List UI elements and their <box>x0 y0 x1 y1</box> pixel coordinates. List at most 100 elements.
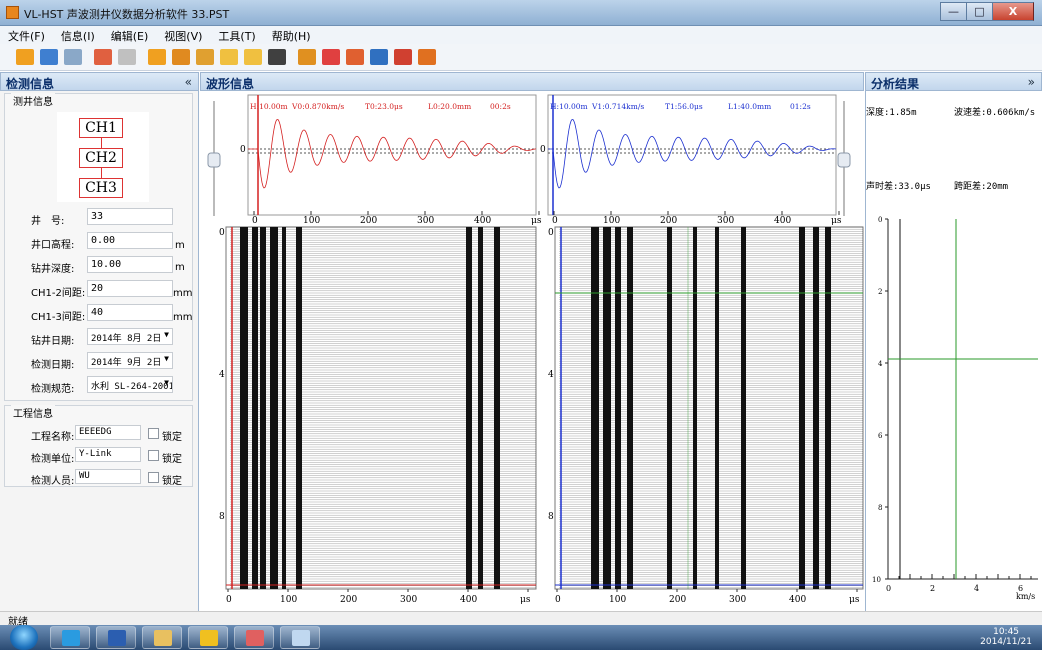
qq-icon <box>200 630 218 646</box>
result-x-label: 4 <box>974 584 979 593</box>
result-x-label: 0 <box>886 584 891 593</box>
ch2-section-tick-label: 300 <box>729 595 746 605</box>
word-export-button[interactable] <box>368 47 390 67</box>
ch12-spacing-input[interactable]: 20 <box>87 280 173 297</box>
well-number-label: 井 号: <box>31 216 65 227</box>
well-number-input[interactable]: 33 <box>87 208 173 225</box>
close-button[interactable]: X <box>992 2 1034 21</box>
pdf-export-button[interactable] <box>392 47 414 67</box>
right-gain-slider[interactable] <box>837 152 851 168</box>
ch2-wave-tick-label: 400 <box>774 216 791 226</box>
peak-button[interactable] <box>218 47 240 67</box>
ch2-wave-frame <box>547 94 837 216</box>
vlhst-taskbar-button[interactable] <box>234 626 274 649</box>
project-name-lock-label: 锁定 <box>162 432 182 443</box>
menu-tools[interactable]: 工具(T) <box>218 30 256 43</box>
paint-taskbar-button[interactable] <box>280 626 320 649</box>
print-preview-icon <box>346 49 364 65</box>
ch2-wave-zero-label: 0 <box>540 145 546 155</box>
menu-help[interactable]: 帮助(H) <box>271 30 311 43</box>
left-panel-header: 检测信息 « <box>0 72 199 91</box>
ch1-wave-zero-label: 0 <box>240 145 246 155</box>
waveform-view[interactable]: 0H:10.00m V0:0.870km/s T0:23.0μs L0:20.0mm 0… <box>200 91 864 611</box>
wellhead-elevation-input[interactable]: 0.00 <box>87 232 173 249</box>
ie-icon <box>62 630 80 646</box>
ch13-spacing-label: CH1-3间距: <box>31 312 86 323</box>
ch2-wave-tick-label: μs <box>831 216 842 226</box>
test-standard-value: 水利 SL-264-2001 <box>91 382 173 392</box>
elevation-unit: m <box>175 240 185 251</box>
ch-connector <box>101 138 102 148</box>
result-depth-label: 8 <box>878 504 882 512</box>
wave-tool2-button[interactable] <box>194 47 216 67</box>
result-x-label: 2 <box>930 584 935 593</box>
vlhst-icon <box>246 630 264 646</box>
save-button[interactable] <box>38 47 60 67</box>
ch2-section-depth-label: 4 <box>548 370 554 380</box>
left-gain-slider[interactable] <box>207 152 221 168</box>
help-button[interactable] <box>416 47 438 67</box>
test-standard-select[interactable]: 水利 SL-264-2001 ▼ <box>87 376 173 393</box>
print-preview-button[interactable] <box>344 47 366 67</box>
detection-info-panel: 测井信息 CH1 CH2 CH3 井 号: 33 井口高程: 0.00 m 钻井… <box>0 91 199 611</box>
ch1-wave-param: 00:2s <box>490 102 511 111</box>
ch1-wave-param: H:10.00m <box>250 102 288 111</box>
expand-right-button[interactable]: » <box>1027 75 1035 89</box>
ie-taskbar-button[interactable] <box>50 626 90 649</box>
export-button[interactable] <box>242 47 264 67</box>
menu-view[interactable]: 视图(V) <box>164 30 203 43</box>
explorer-icon <box>154 630 172 646</box>
ch2-section-dark-band <box>799 227 805 589</box>
ch2-section-dark-band <box>825 227 831 589</box>
print-icon <box>322 49 340 65</box>
ch2-wave-param: T1:56.0μs <box>665 102 703 111</box>
test-unit-lock-label: 锁定 <box>162 454 182 465</box>
test-unit-lock-checkbox[interactable] <box>148 450 159 461</box>
chevron-down-icon: ▼ <box>164 354 169 363</box>
settings-button[interactable] <box>296 47 318 67</box>
toolbar <box>0 44 1042 71</box>
drilling-depth-input[interactable]: 10.00 <box>87 256 173 273</box>
qq-taskbar-button[interactable] <box>188 626 228 649</box>
project-name-input[interactable]: EEEEDG <box>75 425 141 440</box>
start-button[interactable] <box>10 625 38 650</box>
word-taskbar-button[interactable] <box>96 626 136 649</box>
minimize-button[interactable]: — <box>940 2 966 21</box>
save-as-button[interactable] <box>62 47 84 67</box>
ch1-section-dark-band <box>240 227 248 589</box>
clock-date: 2014/11/21 <box>980 637 1032 647</box>
collapse-left-button[interactable]: « <box>184 75 192 89</box>
title-bar: VL-HST 声波测井仪数据分析软件 33.PST — □ X <box>0 0 1042 26</box>
ch2-section-depth-label: 8 <box>548 512 554 522</box>
menu-file[interactable]: 文件(F) <box>8 30 45 43</box>
test-date-picker[interactable]: 2014年 9月 2日 ▼ <box>87 352 173 369</box>
auto-button[interactable] <box>266 47 288 67</box>
print-button[interactable] <box>320 47 342 67</box>
tester-lock-checkbox[interactable] <box>148 472 159 483</box>
depth-unit: m <box>175 262 185 273</box>
test-unit-input[interactable]: Y-Link <box>75 447 141 462</box>
clock[interactable]: 10:45 2014/11/21 <box>980 627 1032 647</box>
menu-edit[interactable]: 编辑(E) <box>110 30 149 43</box>
redo-button[interactable] <box>116 47 138 67</box>
ch2-wave-tick-label: 0 <box>552 216 558 226</box>
well-info-title: 测井信息 <box>11 93 55 108</box>
menu-info[interactable]: 信息(I) <box>60 30 95 43</box>
drilling-date-picker[interactable]: 2014年 8月 2日 ▼ <box>87 328 173 345</box>
ch12-spacing-label: CH1-2间距: <box>31 288 86 299</box>
ch2-section-tick-label: 0 <box>555 595 561 605</box>
open-folder-button[interactable] <box>14 47 36 67</box>
well-info-group: 测井信息 CH1 CH2 CH3 井 号: 33 井口高程: 0.00 m 钻井… <box>4 93 193 401</box>
undo-button[interactable] <box>92 47 114 67</box>
maximize-button[interactable]: □ <box>966 2 992 21</box>
project-name-lock-checkbox[interactable] <box>148 428 159 439</box>
wave-tool-button[interactable] <box>170 47 192 67</box>
test-standard-label: 检测规范: <box>31 384 75 395</box>
result-time-diff: 声时差:33.0μs <box>866 182 931 192</box>
explorer-taskbar-button[interactable] <box>142 626 182 649</box>
tester-input[interactable]: WU <box>75 469 141 484</box>
ch13-spacing-input[interactable]: 40 <box>87 304 173 321</box>
ch1-wave-trace <box>248 119 537 189</box>
filter-button[interactable] <box>146 47 168 67</box>
